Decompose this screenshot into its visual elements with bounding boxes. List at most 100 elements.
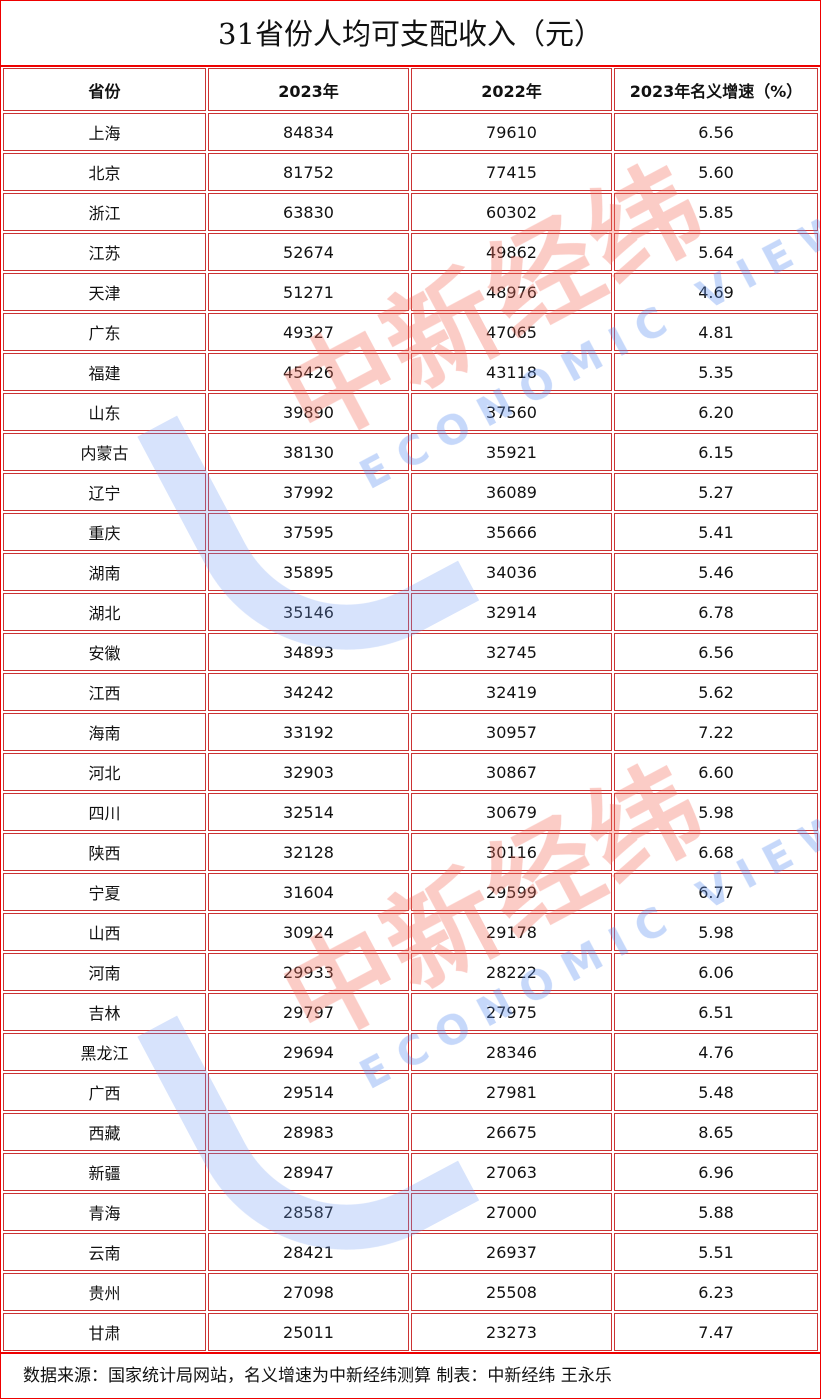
cell-income-2023: 37992 (208, 473, 409, 511)
cell-income-2022: 30867 (411, 753, 612, 791)
cell-income-2022: 32419 (411, 673, 612, 711)
cell-income-2023: 51271 (208, 273, 409, 311)
cell-province: 吉林 (3, 993, 206, 1031)
cell-income-2022: 77415 (411, 153, 612, 191)
cell-income-2023: 45426 (208, 353, 409, 391)
cell-income-2023: 49327 (208, 313, 409, 351)
table-row: 北京 81752 77415 5.60 (3, 153, 818, 191)
cell-province: 海南 (3, 713, 206, 751)
table-title: 31省份人均可支配收入（元） (1, 1, 820, 67)
cell-province: 福建 (3, 353, 206, 391)
header-2022: 2022年 (411, 68, 612, 111)
cell-province: 陕西 (3, 833, 206, 871)
cell-income-2023: 34893 (208, 633, 409, 671)
cell-income-2023: 81752 (208, 153, 409, 191)
cell-growth-2023: 8.65 (614, 1113, 818, 1151)
cell-province: 湖北 (3, 593, 206, 631)
cell-province: 天津 (3, 273, 206, 311)
cell-growth-2023: 5.41 (614, 513, 818, 551)
table-row: 宁夏 31604 29599 6.77 (3, 873, 818, 911)
header-growth: 2023年名义增速（%） (614, 68, 818, 111)
cell-income-2023: 34242 (208, 673, 409, 711)
cell-growth-2023: 5.98 (614, 913, 818, 951)
cell-province: 广西 (3, 1073, 206, 1111)
cell-growth-2023: 5.51 (614, 1233, 818, 1271)
table-row: 陕西 32128 30116 6.68 (3, 833, 818, 871)
table-row: 江西 34242 32419 5.62 (3, 673, 818, 711)
cell-income-2023: 29933 (208, 953, 409, 991)
cell-income-2023: 38130 (208, 433, 409, 471)
cell-growth-2023: 6.15 (614, 433, 818, 471)
table-row: 上海 84834 79610 6.56 (3, 113, 818, 151)
cell-growth-2023: 4.76 (614, 1033, 818, 1071)
cell-growth-2023: 6.56 (614, 113, 818, 151)
table-row: 河南 29933 28222 6.06 (3, 953, 818, 991)
cell-income-2023: 25011 (208, 1313, 409, 1351)
cell-income-2023: 32903 (208, 753, 409, 791)
cell-income-2022: 60302 (411, 193, 612, 231)
cell-growth-2023: 6.51 (614, 993, 818, 1031)
header-2023: 2023年 (208, 68, 409, 111)
cell-province: 上海 (3, 113, 206, 151)
cell-province: 浙江 (3, 193, 206, 231)
cell-income-2023: 31604 (208, 873, 409, 911)
cell-income-2022: 34036 (411, 553, 612, 591)
cell-income-2023: 39890 (208, 393, 409, 431)
cell-province: 广东 (3, 313, 206, 351)
table-row: 山西 30924 29178 5.98 (3, 913, 818, 951)
table-row: 山东 39890 37560 6.20 (3, 393, 818, 431)
cell-income-2022: 27981 (411, 1073, 612, 1111)
table-row: 贵州 27098 25508 6.23 (3, 1273, 818, 1311)
cell-income-2023: 52674 (208, 233, 409, 271)
cell-income-2023: 63830 (208, 193, 409, 231)
cell-growth-2023: 5.88 (614, 1193, 818, 1231)
cell-growth-2023: 5.64 (614, 233, 818, 271)
cell-income-2022: 32914 (411, 593, 612, 631)
cell-province: 河南 (3, 953, 206, 991)
table-row: 广东 49327 47065 4.81 (3, 313, 818, 351)
cell-growth-2023: 5.48 (614, 1073, 818, 1111)
cell-growth-2023: 5.62 (614, 673, 818, 711)
cell-growth-2023: 5.27 (614, 473, 818, 511)
cell-income-2022: 26675 (411, 1113, 612, 1151)
cell-income-2022: 29178 (411, 913, 612, 951)
table-row: 新疆 28947 27063 6.96 (3, 1153, 818, 1191)
cell-province: 重庆 (3, 513, 206, 551)
cell-income-2022: 23273 (411, 1313, 612, 1351)
table-row: 江苏 52674 49862 5.64 (3, 233, 818, 271)
table-row: 河北 32903 30867 6.60 (3, 753, 818, 791)
cell-income-2022: 48976 (411, 273, 612, 311)
cell-income-2023: 27098 (208, 1273, 409, 1311)
cell-growth-2023: 5.60 (614, 153, 818, 191)
cell-province: 江西 (3, 673, 206, 711)
cell-province: 云南 (3, 1233, 206, 1271)
cell-income-2022: 35921 (411, 433, 612, 471)
cell-growth-2023: 6.56 (614, 633, 818, 671)
cell-province: 贵州 (3, 1273, 206, 1311)
table-row: 天津 51271 48976 4.69 (3, 273, 818, 311)
cell-income-2022: 25508 (411, 1273, 612, 1311)
cell-income-2022: 47065 (411, 313, 612, 351)
cell-growth-2023: 6.77 (614, 873, 818, 911)
cell-growth-2023: 4.69 (614, 273, 818, 311)
cell-income-2023: 29514 (208, 1073, 409, 1111)
cell-province: 西藏 (3, 1113, 206, 1151)
table-row: 广西 29514 27981 5.48 (3, 1073, 818, 1111)
cell-province: 辽宁 (3, 473, 206, 511)
table-row: 吉林 29797 27975 6.51 (3, 993, 818, 1031)
cell-province: 河北 (3, 753, 206, 791)
cell-growth-2023: 6.20 (614, 393, 818, 431)
cell-income-2023: 28983 (208, 1113, 409, 1151)
cell-growth-2023: 6.78 (614, 593, 818, 631)
cell-income-2023: 28587 (208, 1193, 409, 1231)
cell-income-2022: 26937 (411, 1233, 612, 1271)
cell-income-2022: 37560 (411, 393, 612, 431)
cell-province: 黑龙江 (3, 1033, 206, 1071)
cell-province: 四川 (3, 793, 206, 831)
cell-province: 青海 (3, 1193, 206, 1231)
cell-income-2022: 35666 (411, 513, 612, 551)
cell-income-2022: 30957 (411, 713, 612, 751)
cell-income-2022: 29599 (411, 873, 612, 911)
cell-growth-2023: 7.47 (614, 1313, 818, 1351)
